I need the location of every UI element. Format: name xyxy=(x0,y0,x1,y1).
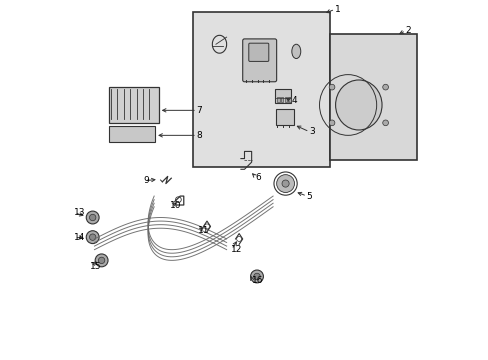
Circle shape xyxy=(328,84,334,90)
Circle shape xyxy=(250,270,263,283)
Text: 9: 9 xyxy=(143,176,149,185)
Circle shape xyxy=(328,120,334,126)
FancyBboxPatch shape xyxy=(248,43,268,62)
Circle shape xyxy=(98,257,104,264)
FancyBboxPatch shape xyxy=(274,89,290,103)
Text: 11: 11 xyxy=(198,226,209,235)
Circle shape xyxy=(282,180,288,187)
Circle shape xyxy=(89,234,96,240)
Circle shape xyxy=(89,214,96,221)
Ellipse shape xyxy=(291,44,300,59)
Text: 5: 5 xyxy=(305,192,311,201)
Text: 16: 16 xyxy=(251,276,263,285)
Circle shape xyxy=(253,273,260,280)
Circle shape xyxy=(276,175,294,193)
Text: 15: 15 xyxy=(90,262,102,271)
Circle shape xyxy=(86,231,99,244)
FancyBboxPatch shape xyxy=(329,33,416,160)
Text: 12: 12 xyxy=(230,245,242,254)
Circle shape xyxy=(86,211,99,224)
FancyBboxPatch shape xyxy=(242,39,276,82)
FancyBboxPatch shape xyxy=(192,12,329,167)
Text: 1: 1 xyxy=(334,5,340,14)
Text: 4: 4 xyxy=(291,96,297,105)
Circle shape xyxy=(95,254,108,267)
FancyBboxPatch shape xyxy=(108,126,155,143)
Circle shape xyxy=(382,120,387,126)
FancyBboxPatch shape xyxy=(280,97,283,103)
FancyBboxPatch shape xyxy=(108,87,159,123)
Text: 10: 10 xyxy=(170,201,182,210)
Text: 8: 8 xyxy=(196,131,202,140)
Text: 14: 14 xyxy=(74,233,85,242)
Text: 13: 13 xyxy=(74,208,85,217)
FancyBboxPatch shape xyxy=(275,109,293,125)
Text: 3: 3 xyxy=(308,127,314,136)
Circle shape xyxy=(382,84,387,90)
FancyBboxPatch shape xyxy=(284,97,287,103)
Text: 6: 6 xyxy=(255,173,261,182)
FancyBboxPatch shape xyxy=(276,97,279,103)
Text: 2: 2 xyxy=(405,26,410,35)
FancyBboxPatch shape xyxy=(288,97,291,103)
Text: 7: 7 xyxy=(196,106,202,115)
Ellipse shape xyxy=(335,80,381,130)
